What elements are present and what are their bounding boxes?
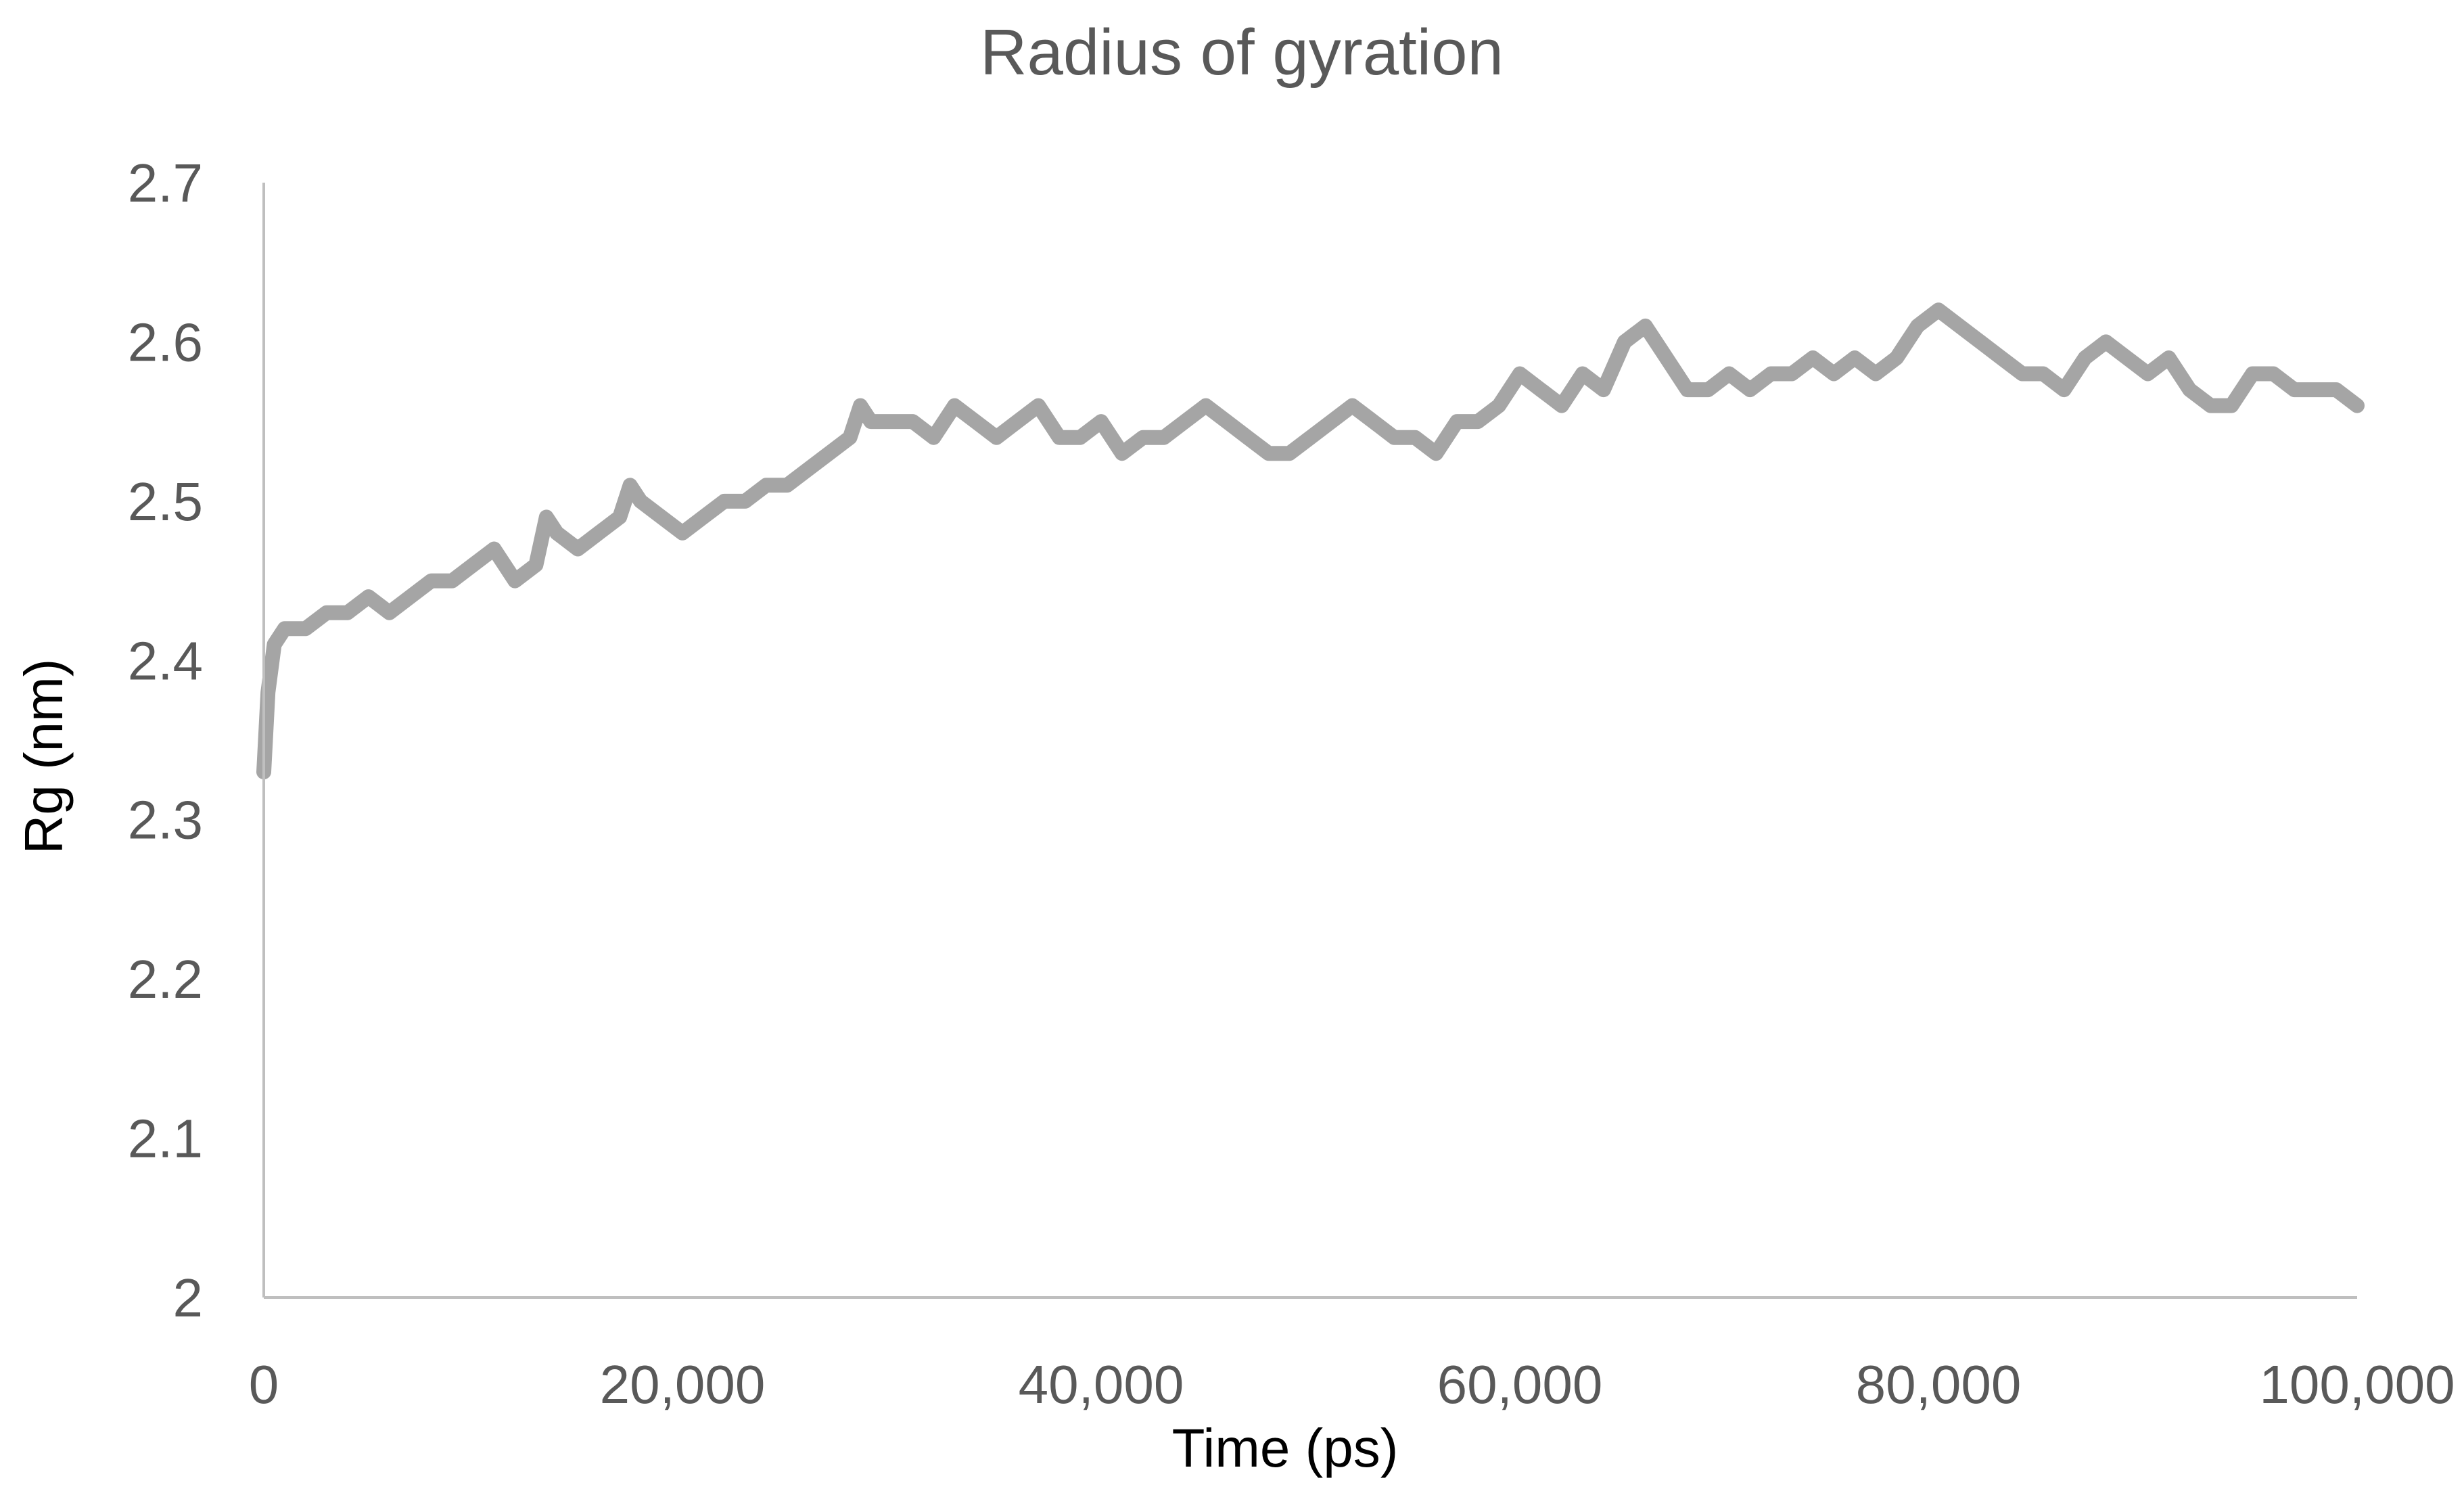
x-tick-label: 0	[249, 1354, 279, 1415]
y-tick-label: 2.5	[128, 472, 203, 532]
y-tick-labels: 2 2.1 2.2 2.3 2.4 2.5 2.6 2.7	[128, 153, 203, 1328]
x-tick-labels: 0 20,000 40,000 60,000 80,000 100,000	[249, 1354, 2455, 1415]
x-tick-label: 100,000	[2259, 1354, 2455, 1415]
x-tick-label: 20,000	[600, 1354, 766, 1415]
x-tick-label: 60,000	[1437, 1354, 1603, 1415]
y-axis-label: Rg (nm)	[14, 659, 74, 854]
y-tick-label: 2.2	[128, 949, 203, 1009]
y-tick-label: 2.1	[128, 1109, 203, 1169]
y-tick-label: 2.7	[128, 153, 203, 213]
x-tick-label: 80,000	[1856, 1354, 2022, 1415]
axes	[262, 183, 2357, 1299]
x-axis-label: Time (ps)	[1172, 1418, 1399, 1478]
y-tick-label: 2.6	[128, 312, 203, 372]
chart-title: Radius of gyration	[980, 16, 1504, 89]
y-tick-label: 2.4	[128, 630, 203, 691]
rg-series-line	[256, 302, 2365, 780]
y-tick-label: 2.3	[128, 790, 203, 850]
x-tick-label: 40,000	[1019, 1354, 1184, 1415]
y-tick-label: 2	[173, 1268, 204, 1328]
plot-area	[256, 302, 2365, 780]
